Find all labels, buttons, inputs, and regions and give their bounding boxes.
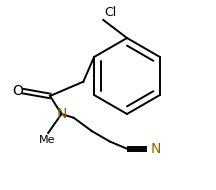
Text: Cl: Cl <box>104 6 116 19</box>
Text: O: O <box>12 84 23 98</box>
Text: N: N <box>150 142 160 156</box>
Text: Me: Me <box>39 135 56 145</box>
Text: N: N <box>56 107 67 121</box>
